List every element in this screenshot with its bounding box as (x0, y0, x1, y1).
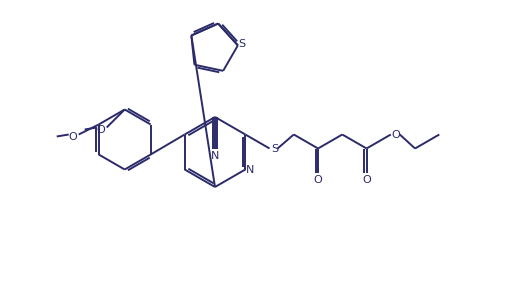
Text: O: O (391, 129, 400, 140)
Text: N: N (211, 151, 219, 161)
Text: O: O (68, 132, 77, 141)
Text: S: S (238, 39, 246, 49)
Text: S: S (271, 144, 278, 153)
Text: N: N (246, 164, 255, 175)
Text: O: O (313, 175, 322, 184)
Text: O: O (362, 175, 371, 184)
Text: O: O (96, 124, 105, 135)
